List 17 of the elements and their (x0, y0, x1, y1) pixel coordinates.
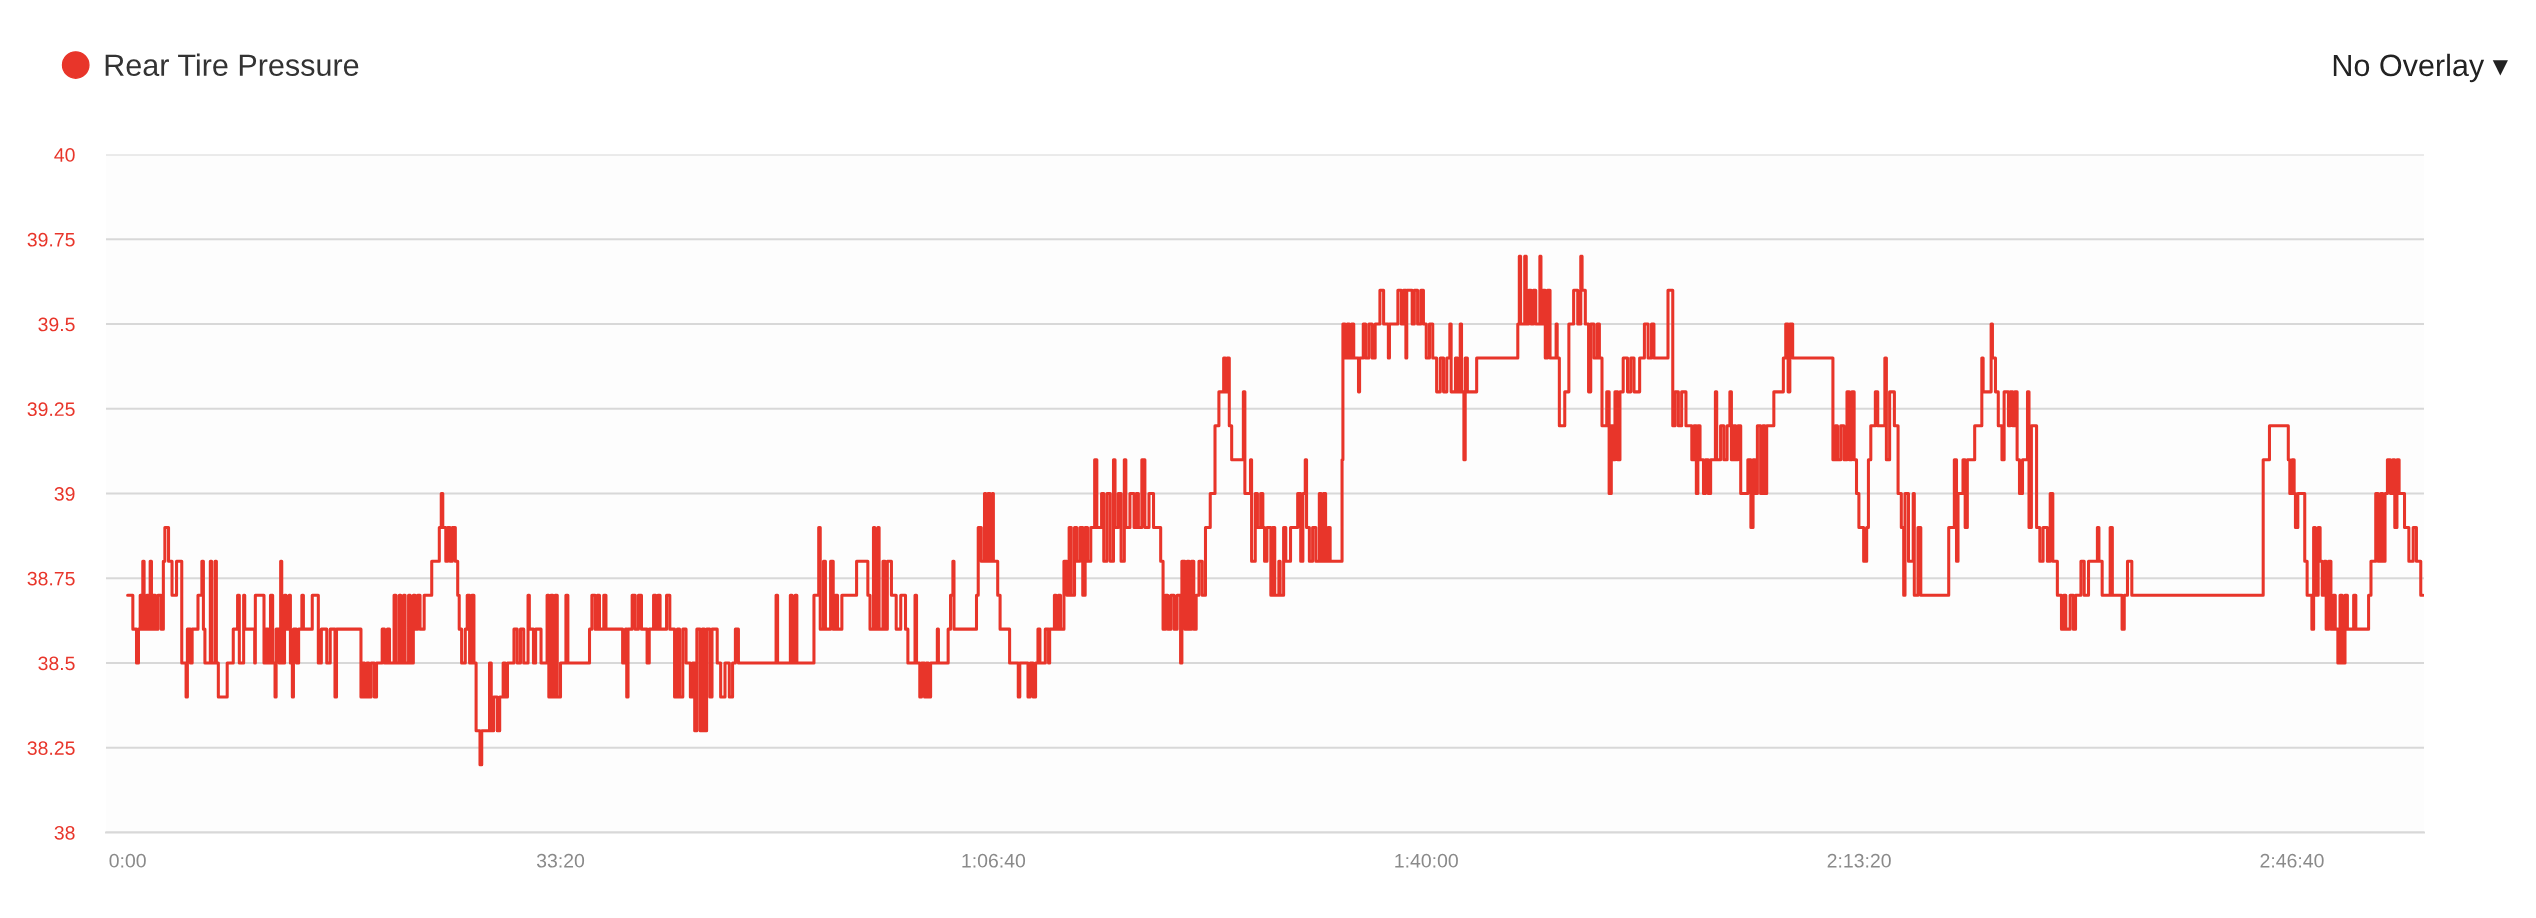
x-tick-label: 33:20 (536, 853, 585, 868)
y-tick-label: 38.75 (27, 571, 75, 586)
text: No Overlay ▾ (2333, 53, 2508, 83)
y-tick-label: 40 (54, 148, 75, 162)
x-tick-label: 0:00 (109, 853, 146, 868)
y-tick-label: 39.25 (27, 402, 75, 417)
y-tick-label: 38.5 (38, 656, 75, 671)
y-tick-label: 39 (54, 487, 75, 501)
x-tick-label: 1:40:00 (1395, 853, 1458, 868)
y-tick-label: 39.75 (27, 232, 75, 247)
x-tick-label: 2:13:20 (1827, 853, 1891, 868)
x-tick-label: 2:46:40 (2260, 853, 2324, 868)
x-tick-label: 1:06:40 (962, 853, 1026, 868)
y-tick-label: 39.5 (38, 317, 75, 332)
y-tick-label: 38.25 (27, 741, 75, 755)
legend-label: Rear Tire Pressure (105, 53, 359, 77)
y-tick-label: 38 (54, 825, 75, 840)
